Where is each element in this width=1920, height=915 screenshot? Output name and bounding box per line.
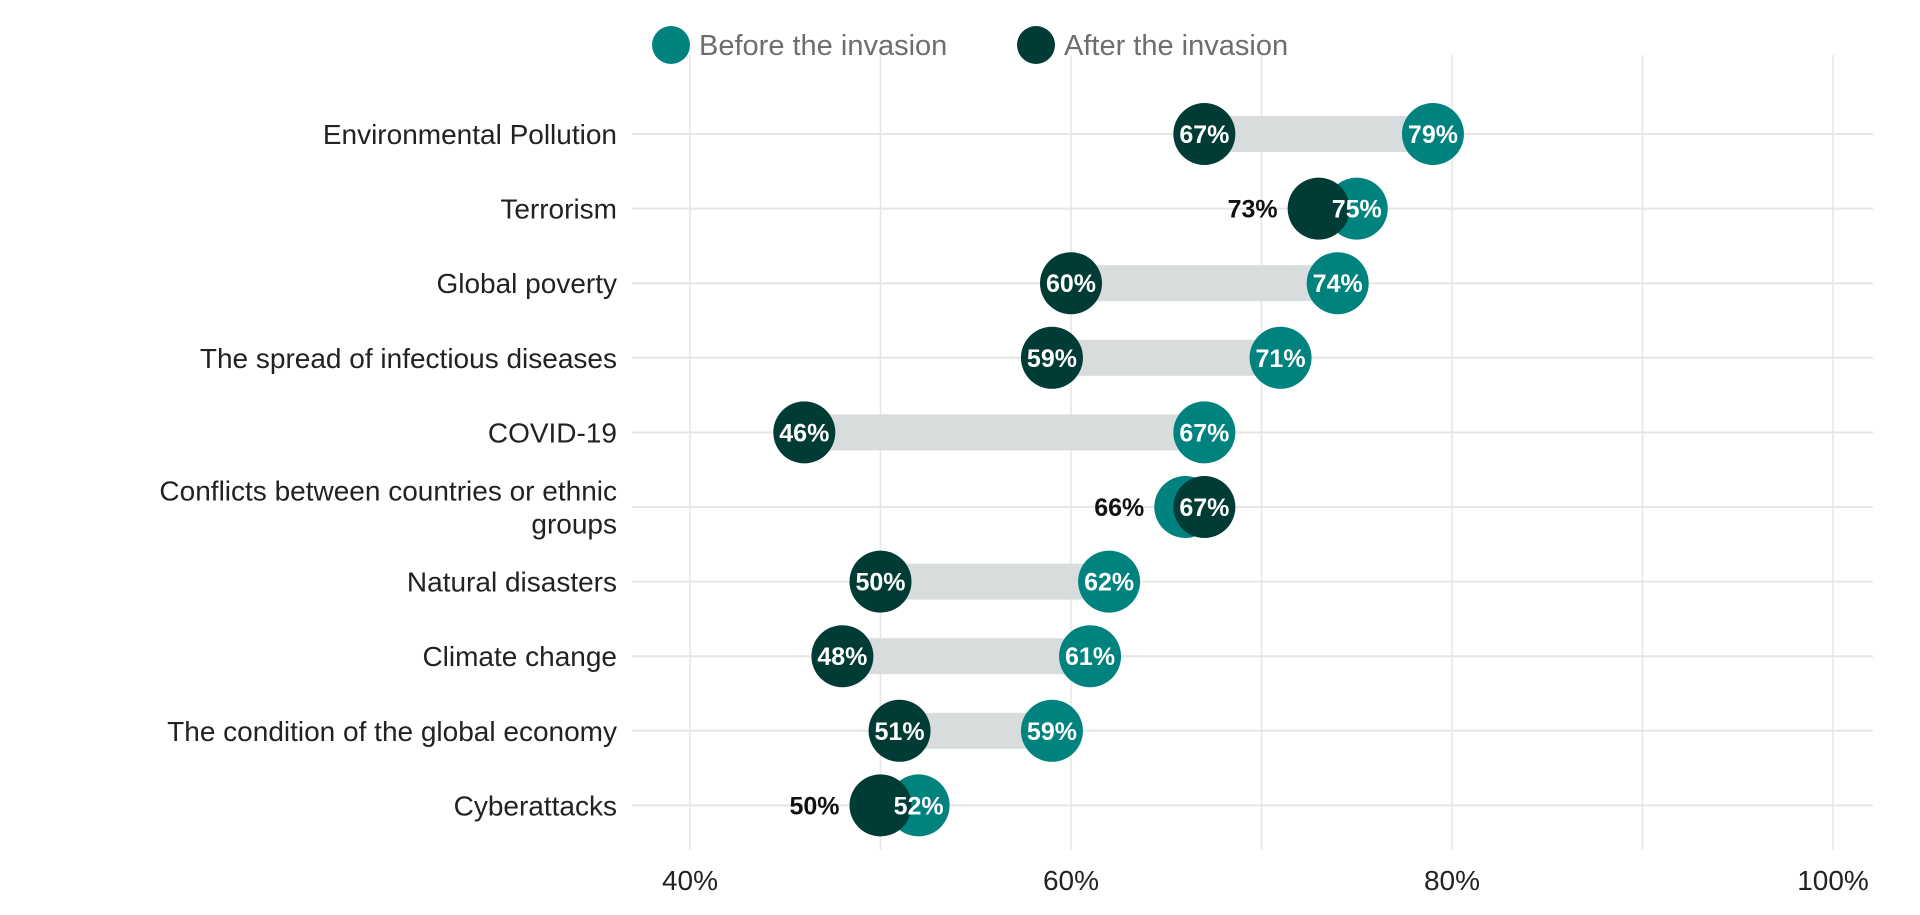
legend: Before the invasion After the invasion <box>652 26 1288 64</box>
dot-after <box>1173 476 1236 538</box>
category-label: Terrorism <box>500 194 617 225</box>
dot-before <box>1078 550 1141 613</box>
connector-bar <box>1051 339 1281 376</box>
legend-swatch <box>652 26 690 64</box>
legend-label: After the invasion <box>1064 30 1288 62</box>
connector-bar <box>804 414 1205 451</box>
data-label-after: 73% <box>1228 196 1278 224</box>
dot-before <box>1401 103 1464 165</box>
dot-after <box>1173 103 1236 165</box>
data-label-before: 62% <box>1084 569 1134 597</box>
x-tick-label: 80% <box>1424 865 1480 896</box>
data-label-after: 59% <box>1027 345 1077 373</box>
dot-before <box>1020 699 1083 762</box>
dot-before <box>1059 625 1122 688</box>
data-label-after: 50% <box>855 569 905 597</box>
data-label-after: 48% <box>817 643 867 671</box>
connector-bar <box>1204 116 1433 152</box>
data-label-before: 75% <box>1332 196 1382 224</box>
data-label-after: 50% <box>789 792 839 820</box>
dot-after <box>1020 326 1083 389</box>
data-label-after: 46% <box>779 419 829 447</box>
data-label-before: 66% <box>1094 494 1144 522</box>
x-tick-label: 40% <box>662 865 718 896</box>
x-axis-tick-labels: 40% 60% 80% 100% <box>662 865 1869 896</box>
category-label: Climate change <box>422 641 617 672</box>
category-label: The condition of the global economy <box>167 716 617 747</box>
dot-after <box>849 774 912 837</box>
dot-before <box>1173 401 1236 464</box>
data-label-after: 51% <box>875 718 925 746</box>
category-label: The spread of infectious diseases <box>200 343 617 374</box>
dot-after <box>773 401 836 464</box>
category-label: Cyberattacks <box>454 790 617 821</box>
category-labels: Environmental Pollution Terrorism Global p… <box>159 119 617 821</box>
x-tick-label: 60% <box>1043 865 1099 896</box>
data-label-before: 59% <box>1027 718 1077 746</box>
dot-before <box>1249 326 1312 389</box>
dot-after <box>1287 177 1350 240</box>
category-label: Global poverty <box>436 268 617 299</box>
data-label-after: 60% <box>1046 270 1096 298</box>
data-label-before: 61% <box>1065 643 1115 671</box>
data-label-before: 67% <box>1179 419 1229 447</box>
category-label: COVID-19 <box>488 417 617 448</box>
dot-after <box>868 699 931 762</box>
dot-after <box>849 550 912 613</box>
legend-label: Before the invasion <box>699 30 947 62</box>
dot-before <box>1306 252 1369 315</box>
x-tick-label: 100% <box>1797 865 1869 896</box>
dot-after <box>811 625 874 688</box>
data-label-after: 67% <box>1179 494 1229 522</box>
data-label-before: 52% <box>894 792 944 820</box>
category-label: Natural disasters <box>407 567 617 598</box>
category-label: Conflicts between countries or ethnic <box>159 476 617 507</box>
data-label-before: 71% <box>1256 345 1306 373</box>
dot-after <box>1040 252 1102 315</box>
connector-bar <box>880 563 1110 600</box>
data-label-before: 74% <box>1313 270 1363 298</box>
dumbbell-marks: 79% 67% 75% 73% 74% 60% 71% 59% 67% 46% 67% 66% 62% 5… <box>773 103 1464 837</box>
connector-bar <box>1071 265 1338 302</box>
connector-bar <box>842 638 1091 675</box>
legend-swatch <box>1017 26 1055 64</box>
category-label: groups <box>531 509 617 540</box>
data-label-before: 79% <box>1408 121 1458 149</box>
category-label: Environmental Pollution <box>323 119 617 150</box>
data-label-after: 67% <box>1179 121 1229 149</box>
